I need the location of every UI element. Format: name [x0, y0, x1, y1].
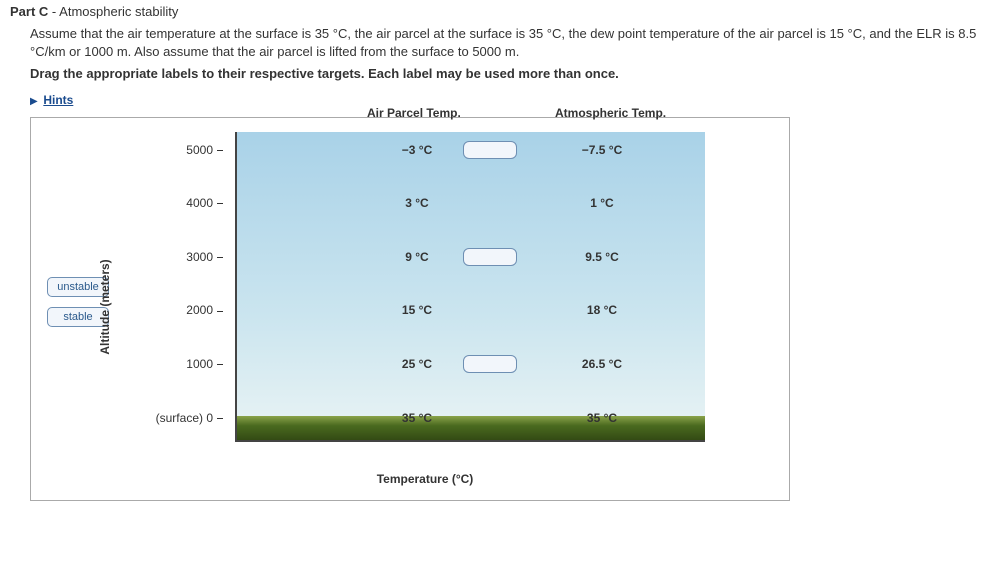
plot-area: Air Parcel Temp. Atmospheric Temp. −3 °C… — [235, 132, 705, 442]
y-tick: 1000 — [186, 357, 223, 371]
atmospheric-temp-value: 26.5 °C — [567, 357, 637, 371]
part-prefix: Part C — [10, 4, 48, 19]
chart: Altitude (meters) 50004000300020001000(s… — [145, 132, 705, 482]
part-heading: Part C - Atmospheric stability — [10, 4, 991, 19]
y-tick: 4000 — [186, 196, 223, 210]
atmospheric-temp-value: 35 °C — [567, 411, 637, 425]
hints-row: ▶ Hints — [30, 92, 991, 107]
x-axis-label: Temperature (°C) — [145, 472, 705, 486]
column-header-atmo: Atmospheric Temp. — [555, 106, 666, 120]
y-tick: 3000 — [186, 250, 223, 264]
drop-target[interactable] — [463, 355, 517, 373]
chart-container: Altitude (meters) 50004000300020001000(s… — [133, 132, 705, 482]
hints-link[interactable]: Hints — [43, 93, 73, 107]
drag-drop-workspace: unstable stable Altitude (meters) 500040… — [30, 117, 790, 501]
instructions-paragraph-2: Drag the appropriate labels to their res… — [30, 65, 991, 83]
y-tick: 2000 — [186, 303, 223, 317]
column-header-parcel: Air Parcel Temp. — [367, 106, 461, 120]
drop-target[interactable] — [463, 141, 517, 159]
atmospheric-temp-value: 1 °C — [567, 196, 637, 210]
instructions-block: Assume that the air temperature at the s… — [30, 25, 991, 84]
parcel-temp-value: 9 °C — [387, 250, 447, 264]
y-axis-ticks: 5000 4000 3000 2000 1000 (surface) 0 — [139, 132, 229, 442]
workspace-inner: unstable stable Altitude (meters) 500040… — [47, 132, 773, 482]
question-part-c: Part C - Atmospheric stability Assume th… — [0, 0, 1001, 511]
y-tick: (surface) 0 — [156, 411, 223, 425]
y-axis-label: Altitude (meters) — [98, 259, 112, 354]
sky-background — [237, 132, 705, 440]
atmospheric-temp-value: −7.5 °C — [567, 143, 637, 157]
part-title: Atmospheric stability — [59, 4, 178, 19]
chevron-right-icon: ▶ — [30, 96, 38, 107]
parcel-temp-value: 3 °C — [387, 196, 447, 210]
atmospheric-temp-value: 18 °C — [567, 303, 637, 317]
drop-target[interactable] — [463, 248, 517, 266]
parcel-temp-value: 15 °C — [387, 303, 447, 317]
atmospheric-temp-value: 9.5 °C — [567, 250, 637, 264]
parcel-temp-value: 25 °C — [387, 357, 447, 371]
parcel-temp-value: −3 °C — [387, 143, 447, 157]
parcel-temp-value: 35 °C — [387, 411, 447, 425]
instructions-paragraph-1: Assume that the air temperature at the s… — [30, 25, 991, 61]
y-tick: 5000 — [186, 143, 223, 157]
